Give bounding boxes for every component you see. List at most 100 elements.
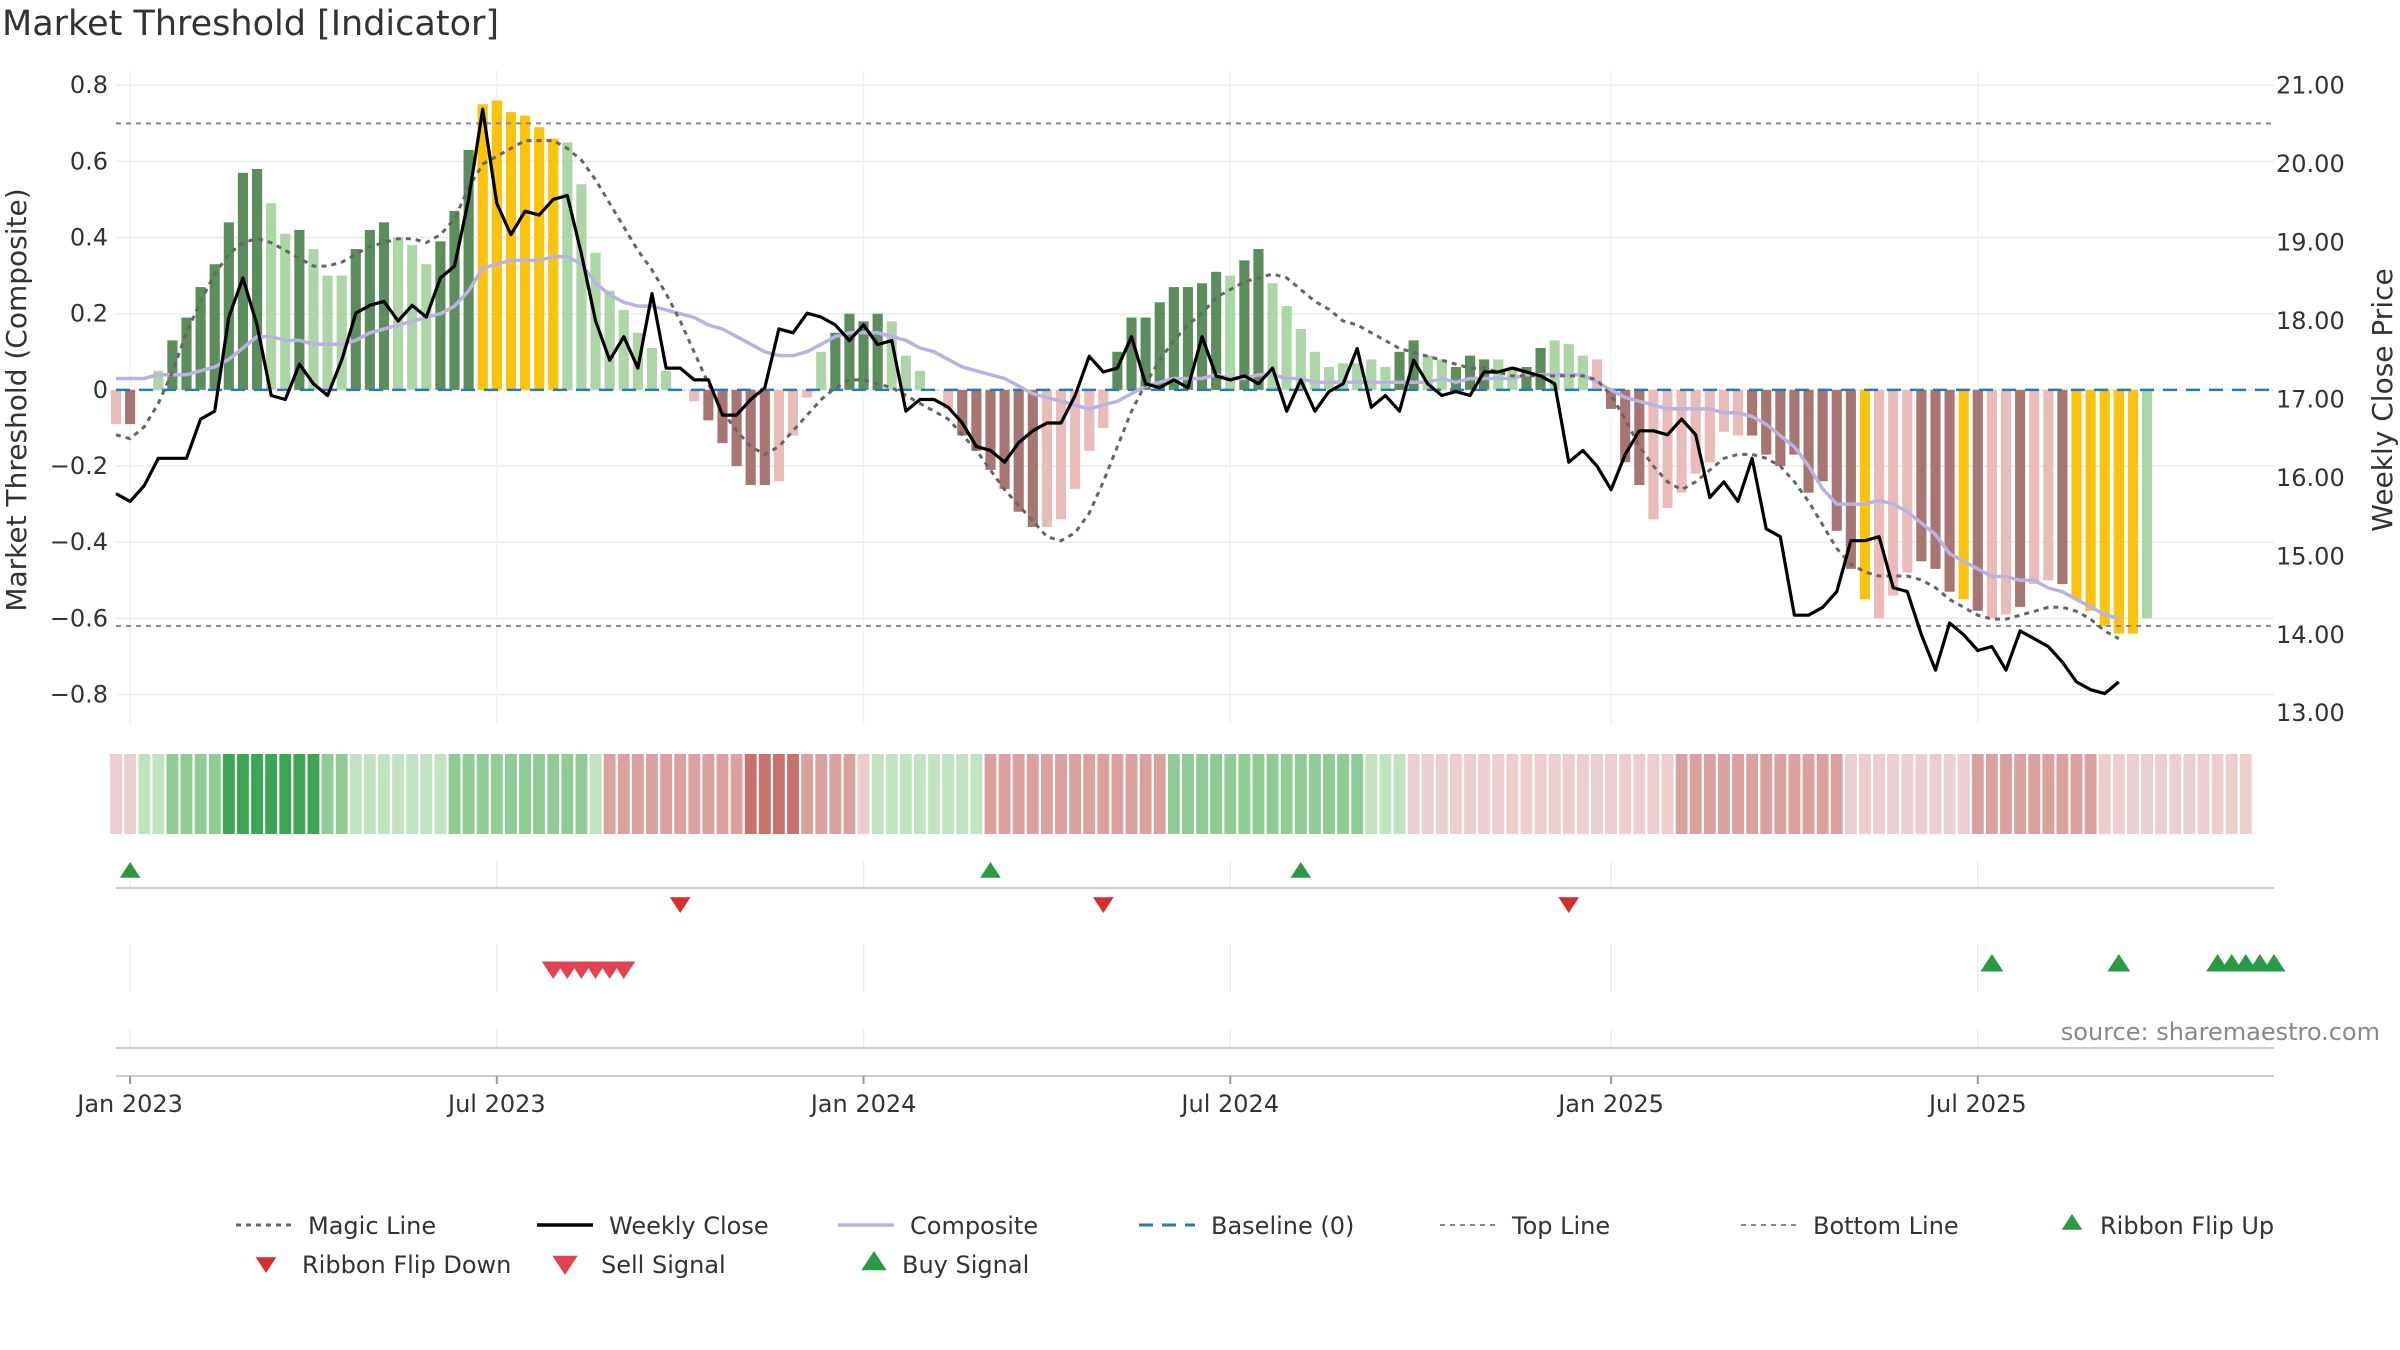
composite-bar: [2113, 389, 2124, 634]
y-tick-label: −0.8: [50, 681, 108, 709]
ribbon-cell: [688, 754, 701, 834]
y2-tick-label: 18.00: [2276, 307, 2345, 335]
composite-bar: [858, 321, 869, 390]
ribbon-cell: [561, 754, 574, 834]
composite-bar: [336, 275, 347, 390]
composite-bar: [759, 389, 770, 486]
legend-swatch: [552, 1255, 578, 1275]
y-axis-title: Market Threshold (Composite): [0, 188, 33, 611]
ribbon-cell: [2084, 754, 2097, 834]
ribbon-cell: [1069, 754, 1082, 834]
ribbon-cell: [392, 754, 405, 834]
legend-label: Baseline (0): [1211, 1212, 1354, 1240]
composite-bar: [266, 203, 277, 390]
composite-bar: [1098, 389, 1109, 428]
ribbon-cell: [490, 754, 503, 834]
composite-bar: [1211, 271, 1222, 390]
ribbon-cell: [1760, 754, 1773, 834]
composite-bar: [618, 309, 629, 390]
composite-bar: [2085, 389, 2096, 611]
composite-bar: [519, 115, 531, 390]
composite-bar: [689, 389, 700, 402]
composite-bar: [1563, 344, 1574, 390]
composite-bar: [1352, 363, 1363, 390]
legend-item: Ribbon Flip Down: [255, 1251, 511, 1279]
composite-bar: [1718, 389, 1729, 432]
composite-bar: [1888, 389, 1899, 596]
composite-bar: [773, 389, 784, 482]
legend-item: Sell Signal: [552, 1251, 726, 1279]
composite-bar: [435, 241, 446, 390]
composite-bar: [1041, 389, 1052, 527]
ribbon-cell: [646, 754, 658, 834]
ribbon-cell: [307, 754, 320, 834]
ribbon-cell: [1788, 754, 1801, 834]
composite-bar: [2000, 389, 2012, 615]
composite-line: [116, 254, 2120, 621]
ribbon-cell: [1591, 754, 1603, 834]
ribbon-cell: [1802, 754, 1815, 834]
ribbon-cell: [1238, 754, 1251, 834]
ribbon-cell: [349, 754, 362, 834]
composite-bar: [886, 321, 897, 390]
composite-bar: [1380, 367, 1391, 390]
y-tick-label: 0: [93, 376, 108, 404]
ribbon-cell: [2183, 754, 2196, 834]
ribbon-cell: [1633, 754, 1646, 834]
composite-bar: [1803, 389, 1814, 493]
x-tick-label: Jul 2025: [1927, 1090, 2027, 1118]
ribbon-cell: [2028, 754, 2041, 834]
ribbon-cell: [1576, 754, 1589, 834]
ribbon-cell: [1280, 754, 1293, 834]
ribbon-cell: [1647, 754, 1660, 834]
composite-bar: [830, 332, 841, 390]
ribbon-cell: [589, 754, 602, 834]
ribbon-cell: [674, 754, 687, 834]
ribbon-cell: [744, 754, 757, 834]
ribbon-cell: [2042, 754, 2055, 834]
ribbon-flip-up-marker: [1290, 862, 1312, 878]
ribbon-cell: [1548, 754, 1561, 834]
composite-bar: [1606, 389, 1617, 409]
trend-ribbon: [110, 754, 2252, 834]
ribbon-cell: [476, 754, 489, 834]
composite-bar: [534, 127, 545, 390]
ribbon-cell: [1083, 754, 1096, 834]
x-tick-label: Jan 2025: [1556, 1090, 1664, 1118]
ribbon-cell: [730, 754, 743, 834]
composite-bar: [1140, 317, 1151, 390]
composite-bar: [872, 313, 883, 390]
ribbon-cell: [787, 754, 799, 834]
ribbon-cell: [1337, 754, 1350, 834]
composite-bar: [350, 248, 361, 390]
ribbon-cell: [1365, 754, 1378, 834]
ribbon-cell: [1097, 754, 1110, 834]
ribbon-cell: [1929, 754, 1942, 834]
legend-label: Magic Line: [308, 1212, 436, 1240]
composite-bar: [1394, 351, 1405, 390]
y2-tick-label: 15.00: [2276, 542, 2345, 570]
composite-bar: [407, 245, 418, 390]
ribbon-cell: [603, 754, 616, 834]
composite-bar: [181, 317, 192, 390]
ribbon-cell: [1816, 754, 1829, 834]
composite-bar: [957, 389, 968, 436]
ribbon-cell: [970, 754, 983, 834]
composite-bar: [2099, 389, 2110, 626]
ribbon-cell: [956, 754, 969, 834]
composite-bar: [1112, 351, 1123, 390]
composite-bar: [1422, 355, 1433, 390]
ribbon-cell: [885, 754, 898, 834]
x-tick-label: Jul 2024: [1179, 1090, 1279, 1118]
legend-swatch: [255, 1257, 277, 1273]
y-tick-label: 0.2: [70, 300, 108, 328]
y-tick-label: 0.4: [70, 224, 108, 252]
composite-bar: [1013, 389, 1024, 512]
composite-bar: [900, 355, 911, 390]
composite-bar: [223, 222, 234, 390]
composite-bar: [661, 370, 672, 390]
legend-item: Top Line: [1440, 1212, 1610, 1240]
ribbon-cell: [1534, 754, 1547, 834]
composite-bar: [1845, 389, 1856, 569]
ribbon-cell: [2225, 754, 2238, 834]
